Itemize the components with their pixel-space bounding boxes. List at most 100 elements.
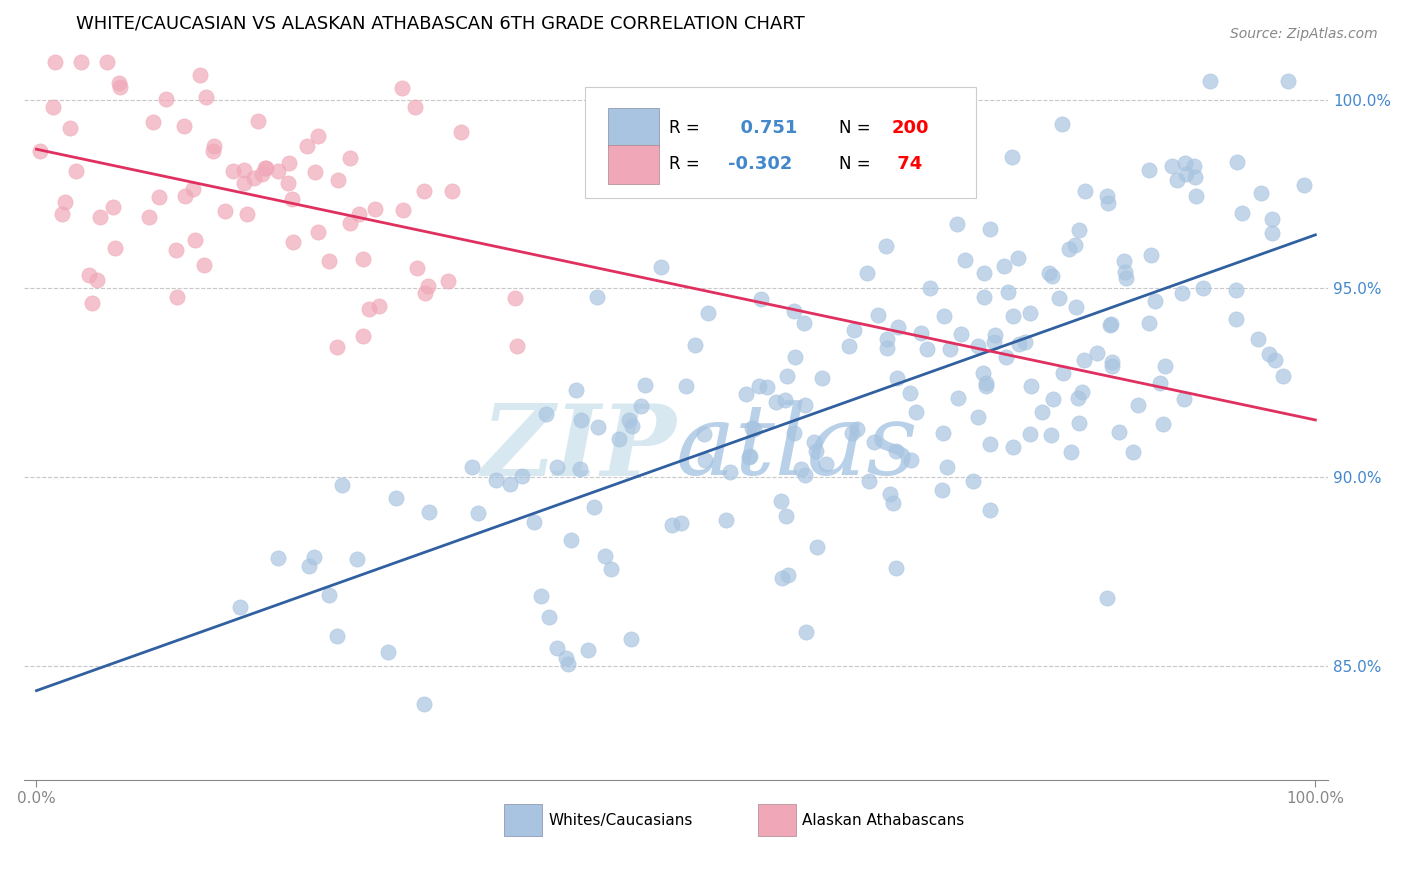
- Point: [776, 368, 799, 383]
- Point: [530, 589, 553, 603]
- Point: [900, 453, 922, 467]
- Point: [1174, 156, 1197, 170]
- Point: [948, 391, 970, 405]
- Point: [1122, 445, 1144, 459]
- Point: [460, 460, 482, 475]
- Point: [441, 184, 464, 198]
- FancyBboxPatch shape: [503, 804, 541, 836]
- Point: [557, 657, 579, 671]
- Point: [838, 339, 860, 353]
- Point: [352, 328, 374, 343]
- Point: [675, 379, 697, 393]
- Point: [202, 144, 225, 158]
- Point: [1038, 267, 1060, 281]
- Point: [1042, 392, 1064, 406]
- Point: [506, 339, 529, 353]
- Point: [586, 290, 609, 304]
- Point: [778, 567, 800, 582]
- Point: [973, 290, 995, 304]
- Point: [44, 54, 66, 69]
- Point: [925, 173, 948, 187]
- Point: [1258, 347, 1281, 361]
- Point: [307, 128, 329, 143]
- Point: [1001, 309, 1024, 323]
- Point: [1019, 427, 1042, 442]
- Point: [1230, 205, 1253, 219]
- Point: [1154, 359, 1177, 373]
- Point: [352, 252, 374, 266]
- Point: [973, 266, 995, 280]
- Point: [254, 161, 277, 175]
- Point: [1184, 170, 1206, 185]
- Point: [619, 413, 641, 427]
- Point: [202, 139, 225, 153]
- Point: [863, 434, 886, 449]
- Point: [569, 413, 592, 427]
- Point: [576, 643, 599, 657]
- Point: [1064, 300, 1087, 314]
- Point: [104, 241, 127, 255]
- Point: [983, 334, 1005, 349]
- Text: R =: R =: [669, 155, 706, 173]
- Point: [298, 558, 321, 573]
- Point: [1108, 425, 1130, 439]
- Point: [915, 342, 938, 356]
- Point: [842, 323, 865, 337]
- Point: [875, 238, 897, 252]
- Text: N =: N =: [839, 119, 876, 136]
- Point: [1294, 178, 1316, 192]
- Point: [339, 216, 361, 230]
- Point: [42, 100, 65, 114]
- Point: [1225, 283, 1247, 297]
- Point: [697, 306, 720, 320]
- Point: [1199, 73, 1222, 87]
- Point: [841, 426, 863, 441]
- Point: [755, 379, 778, 393]
- Point: [693, 427, 716, 442]
- Point: [328, 173, 350, 187]
- Point: [876, 341, 898, 355]
- Point: [932, 310, 955, 324]
- Point: [803, 434, 825, 449]
- Point: [1192, 281, 1215, 295]
- Point: [346, 551, 368, 566]
- Point: [979, 221, 1001, 235]
- Point: [793, 468, 815, 483]
- Point: [222, 164, 245, 178]
- Point: [775, 509, 797, 524]
- Point: [80, 295, 103, 310]
- Point: [748, 379, 770, 393]
- Point: [794, 624, 817, 639]
- Point: [173, 119, 195, 133]
- Point: [967, 409, 990, 424]
- Text: Alaskan Athabascans: Alaskan Athabascans: [803, 813, 965, 828]
- Point: [498, 476, 520, 491]
- Point: [620, 419, 643, 434]
- Point: [166, 290, 188, 304]
- Point: [564, 383, 586, 397]
- Point: [1085, 345, 1108, 359]
- Point: [1019, 379, 1042, 393]
- Point: [555, 651, 578, 665]
- Text: R =: R =: [669, 119, 706, 136]
- Point: [683, 337, 706, 351]
- Point: [984, 328, 1007, 343]
- Point: [887, 320, 910, 334]
- Point: [910, 326, 932, 340]
- Point: [1059, 242, 1081, 256]
- Point: [418, 505, 440, 519]
- Point: [634, 377, 657, 392]
- Text: 0.751: 0.751: [728, 119, 797, 136]
- Point: [70, 54, 93, 69]
- Point: [773, 393, 796, 408]
- Point: [1246, 332, 1268, 346]
- Point: [898, 385, 921, 400]
- Point: [738, 450, 761, 465]
- Point: [1250, 186, 1272, 201]
- FancyBboxPatch shape: [607, 145, 659, 185]
- Point: [89, 210, 111, 224]
- Point: [77, 268, 100, 282]
- Point: [1101, 317, 1123, 331]
- Point: [538, 609, 561, 624]
- Point: [546, 459, 568, 474]
